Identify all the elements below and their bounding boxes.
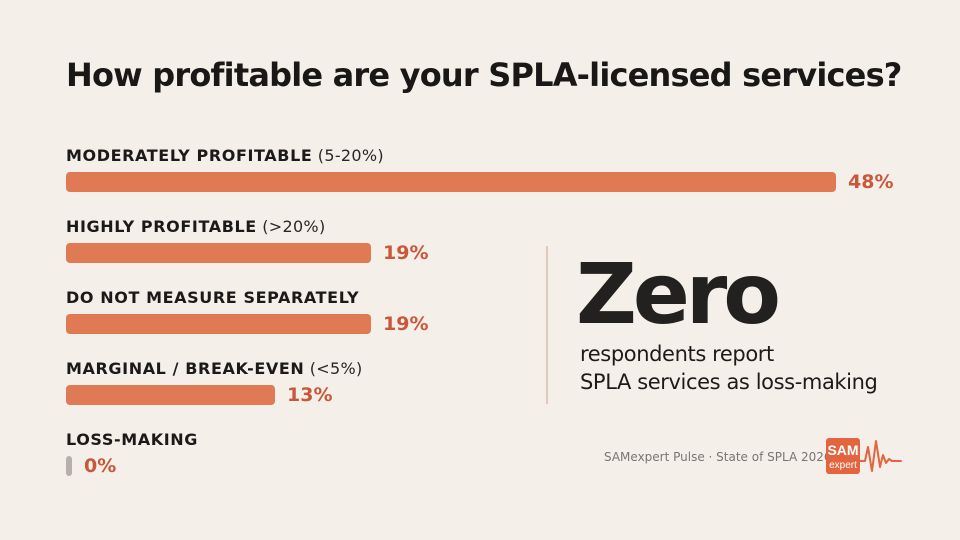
callout-line-1: respondents report bbox=[580, 342, 774, 366]
category-label: HIGHLY PROFITABLE (>20%) bbox=[66, 217, 325, 237]
bar bbox=[66, 456, 72, 476]
category-label-qualifier: (<5%) bbox=[304, 359, 363, 378]
category-label: MODERATELY PROFITABLE (5-20%) bbox=[66, 146, 384, 166]
category-label: DO NOT MEASURE SEPARATELY bbox=[66, 288, 359, 308]
category-label: MARGINAL / BREAK-EVEN (<5%) bbox=[66, 359, 363, 379]
callout-line-2: SPLA services as loss-making bbox=[580, 370, 878, 394]
logo-text-sam: SAM bbox=[827, 442, 858, 458]
logo-text-expert: expert bbox=[829, 460, 857, 471]
bar bbox=[66, 172, 836, 192]
category-label-main: MODERATELY PROFITABLE bbox=[66, 146, 313, 165]
callout-headline: Zero bbox=[576, 245, 781, 343]
category-label-main: LOSS-MAKING bbox=[66, 430, 198, 449]
bar-row: MARGINAL / BREAK-EVEN (<5%) 13% bbox=[66, 359, 363, 406]
category-label-qualifier: (>20%) bbox=[256, 217, 326, 236]
value-label: 19% bbox=[383, 313, 429, 335]
logo-badge bbox=[826, 438, 860, 474]
bar-row: DO NOT MEASURE SEPARATELY 19% bbox=[66, 288, 428, 335]
callout-divider bbox=[546, 246, 548, 404]
value-label: 19% bbox=[383, 242, 429, 264]
bar bbox=[66, 314, 371, 334]
source-note: SAMexpert Pulse · State of SPLA 2026 bbox=[604, 450, 832, 464]
value-label: 0% bbox=[84, 455, 117, 477]
callout-caption: respondents report SPLA services as loss… bbox=[580, 340, 878, 396]
bar bbox=[66, 243, 371, 263]
category-label-main: DO NOT MEASURE SEPARATELY bbox=[66, 288, 360, 307]
bar-row: HIGHLY PROFITABLE (>20%) 19% bbox=[66, 217, 428, 264]
value-label: 48% bbox=[848, 171, 894, 193]
bar-row: LOSS-MAKING 0% bbox=[66, 430, 198, 477]
heartbeat-pulse-icon bbox=[859, 440, 902, 472]
category-label-qualifier: (5-20%) bbox=[312, 146, 384, 165]
category-label: LOSS-MAKING bbox=[66, 430, 198, 450]
category-label-main: HIGHLY PROFITABLE bbox=[66, 217, 257, 236]
bar bbox=[66, 385, 275, 405]
samexpert-logo: SAM expert bbox=[826, 438, 902, 474]
chart-title: How profitable are your SPLA-licensed se… bbox=[66, 56, 902, 94]
value-label: 13% bbox=[287, 384, 333, 406]
category-label-main: MARGINAL / BREAK-EVEN bbox=[66, 359, 305, 378]
bar-row: MODERATELY PROFITABLE (5-20%) 48% bbox=[66, 146, 893, 193]
